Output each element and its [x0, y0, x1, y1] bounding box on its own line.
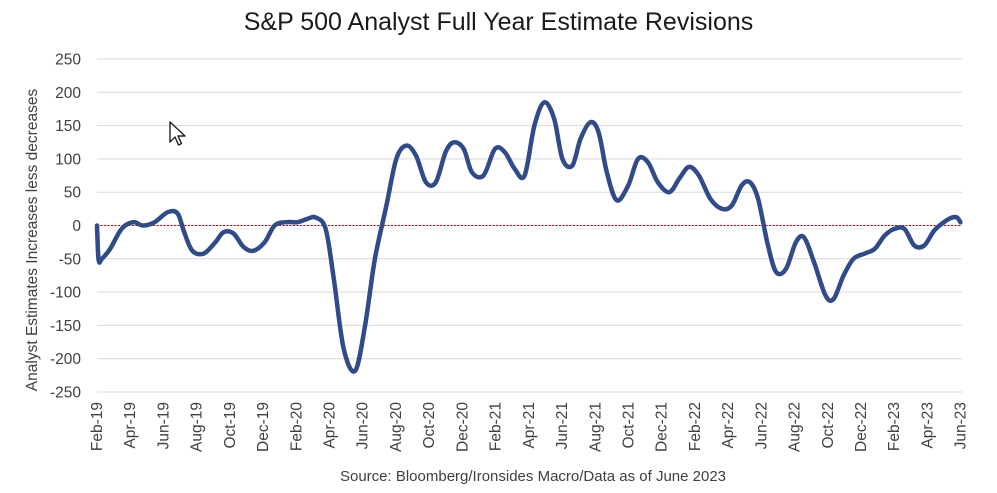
x-tick-label: Feb-23	[886, 402, 903, 451]
x-tick-label: Aug-19	[189, 402, 206, 452]
mouse-cursor-icon	[168, 120, 190, 155]
x-tick-label: Dec-19	[255, 402, 272, 452]
grid-layer	[97, 58, 962, 393]
x-tick-label: Apr-20	[322, 402, 339, 449]
x-tick-label: Feb-19	[89, 402, 106, 451]
chart-title: S&P 500 Analyst Full Year Estimate Revis…	[243, 8, 754, 36]
source-note: Source: Bloomberg/Ironsides Macro/Data a…	[339, 468, 727, 485]
y-tick-label: -100	[50, 285, 81, 302]
x-tick-label: Dec-20	[454, 402, 471, 452]
x-tick-label: Apr-23	[919, 402, 936, 449]
x-tick-label: Oct-21	[620, 402, 637, 449]
x-tick-label: Dec-21	[654, 402, 671, 452]
x-tick-label: Aug-20	[388, 402, 405, 452]
x-tick-label: Oct-20	[421, 402, 438, 449]
x-tick-labels: Feb-19 Apr-19 Jun-19 Aug-19 Oct-19 Dec-19 Feb-…	[89, 402, 970, 452]
y-tick-label: 150	[55, 118, 81, 135]
x-tick-label: Apr-21	[521, 402, 538, 449]
y-tick-label: 250	[55, 52, 81, 69]
y-tick-label: 200	[55, 85, 81, 102]
y-tick-label: -50	[59, 251, 82, 268]
y-axis-label: Analyst Estimates Increases less decreas…	[24, 89, 41, 392]
x-tick-label: Feb-21	[488, 402, 505, 451]
y-tick-label: 0	[72, 218, 81, 235]
series-line	[94, 100, 963, 374]
x-tick-label: Apr-22	[720, 402, 737, 449]
x-tick-label: Feb-22	[687, 402, 704, 451]
x-tick-label: Jun-20	[355, 402, 372, 450]
x-tick-label: Apr-19	[122, 402, 139, 449]
x-tick-label: Jun-21	[554, 402, 571, 449]
x-tick-label: Feb-20	[288, 402, 305, 451]
x-tick-label: Dec-22	[853, 402, 870, 452]
x-tick-label: Jun-23	[953, 402, 970, 449]
x-tick-label: Oct-19	[222, 402, 239, 449]
y-tick-label: 100	[55, 151, 81, 168]
x-tick-label: Aug-22	[787, 402, 804, 452]
y-tick-labels: 250 200 150 100 50 0 -50 -100 -150 -200 -250	[50, 52, 81, 402]
y-tick-label: -150	[50, 318, 81, 335]
x-tick-label: Oct-22	[820, 402, 837, 449]
x-tick-label: Jun-22	[753, 402, 770, 449]
y-tick-label: -250	[50, 385, 81, 402]
x-tick-label: Jun-19	[155, 402, 172, 449]
y-tick-label: -200	[50, 351, 81, 368]
x-tick-label: Aug-21	[587, 402, 604, 452]
y-tick-label: 50	[64, 185, 82, 202]
